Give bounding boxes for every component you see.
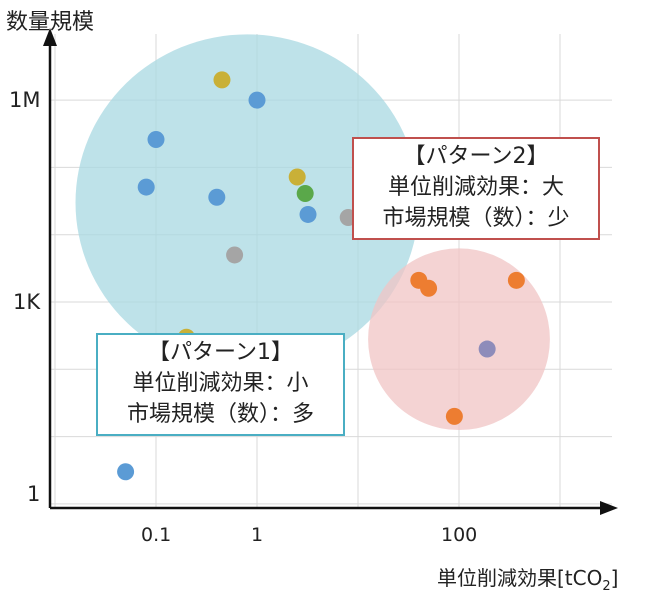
data-point-blue	[248, 91, 266, 109]
pattern1-line1: 単位削減効果：小	[132, 371, 309, 396]
data-point-gray	[226, 246, 244, 264]
y-tick-label: 1M	[9, 88, 41, 113]
data-point-yellow	[288, 168, 306, 186]
data-point-blue	[137, 178, 155, 196]
data-point-blue	[208, 188, 226, 206]
y-tick-label: 1	[27, 482, 41, 506]
data-point-blue	[117, 463, 135, 481]
pattern1-callout: 【パターン1】 単位削減効果：小 市場規模（数）：多	[96, 333, 345, 436]
pattern2-title: 【パターン2】	[403, 144, 549, 169]
data-point-blue	[147, 130, 165, 148]
y-tick-label: 1K	[13, 290, 41, 314]
y-axis-label: 数量規模	[6, 10, 95, 35]
x-tick-label: 100	[441, 524, 478, 546]
x-tick-label: 0.1	[141, 524, 172, 546]
data-point-blue	[299, 205, 317, 223]
pattern2-callout: 【パターン2】 単位削減効果：大 市場規模（数）：少	[352, 137, 600, 240]
pattern1-region	[75, 34, 419, 371]
pattern2-line1: 単位削減効果：大	[387, 175, 564, 200]
pattern2-region	[368, 248, 550, 431]
data-point-orange	[420, 279, 438, 297]
data-point-yellow	[213, 71, 231, 89]
x-axis-arrow	[600, 501, 618, 515]
x-tick-label: 1	[251, 524, 264, 546]
data-point-purple	[478, 340, 496, 358]
pattern1-line2: 市場規模（数）：多	[126, 402, 314, 427]
y-axis-arrow	[43, 28, 57, 46]
pattern2-line2: 市場規模（数）：少	[382, 206, 570, 231]
pattern-regions	[75, 34, 550, 431]
data-point-orange	[445, 407, 463, 425]
x-axis-label: 単位削減効果[tCO2]	[437, 566, 619, 594]
data-point-orange	[507, 271, 525, 289]
data-point-green	[296, 184, 314, 202]
pattern1-title: 【パターン1】	[148, 340, 293, 365]
axes	[43, 28, 618, 515]
